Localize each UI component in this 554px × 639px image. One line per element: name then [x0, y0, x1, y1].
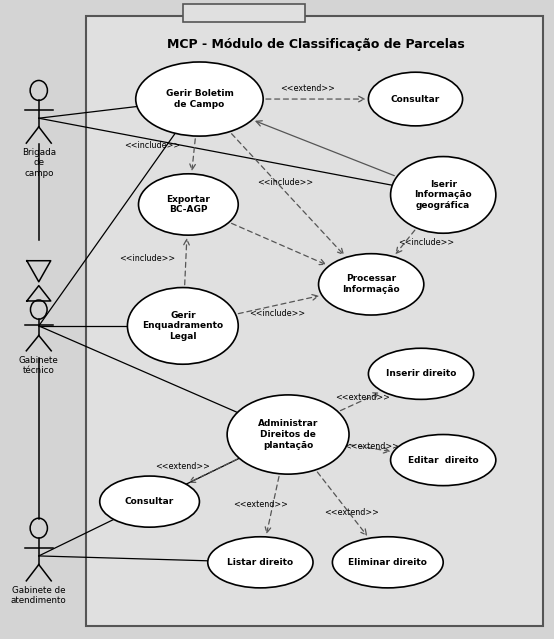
Text: Inserir direito: Inserir direito	[386, 369, 456, 378]
Text: Consultar: Consultar	[391, 95, 440, 104]
Text: Gabinete de
atendimento: Gabinete de atendimento	[11, 585, 66, 605]
Ellipse shape	[138, 174, 238, 235]
Text: Listar direito: Listar direito	[227, 558, 294, 567]
Text: Gerir Boletim
de Campo: Gerir Boletim de Campo	[166, 89, 233, 109]
Text: Administrar
Direitos de
plantação: Administrar Direitos de plantação	[258, 419, 318, 450]
Text: Eliminar direito: Eliminar direito	[348, 558, 427, 567]
Ellipse shape	[368, 72, 463, 126]
Text: Iserir
Informação
geográfica: Iserir Informação geográfica	[414, 180, 472, 210]
Text: <<extend>>: <<extend>>	[233, 500, 288, 509]
Text: <<include>>: <<include>>	[257, 178, 314, 187]
Text: Consultar: Consultar	[125, 497, 174, 506]
Text: <<extend>>: <<extend>>	[280, 84, 335, 93]
Text: <<include>>: <<include>>	[398, 238, 455, 247]
Text: Gabinete
técnico: Gabinete técnico	[19, 355, 59, 375]
Ellipse shape	[208, 537, 313, 588]
Text: <<include>>: <<include>>	[249, 309, 305, 318]
Text: <<extend>>: <<extend>>	[324, 508, 379, 517]
Text: <<extend>>: <<extend>>	[155, 462, 211, 471]
Text: Processar
Informação: Processar Informação	[342, 275, 400, 294]
Text: <<extend>>: <<extend>>	[343, 442, 399, 450]
Ellipse shape	[391, 435, 496, 486]
Ellipse shape	[391, 157, 496, 233]
Text: Exportar
BC-AGP: Exportar BC-AGP	[166, 195, 211, 214]
Ellipse shape	[136, 62, 263, 136]
Ellipse shape	[100, 476, 199, 527]
Text: MCP - Módulo de Classificação de Parcelas: MCP - Módulo de Classificação de Parcela…	[167, 38, 465, 51]
Ellipse shape	[127, 288, 238, 364]
Text: <<include>>: <<include>>	[124, 141, 181, 150]
Text: Brigada
de
campo: Brigada de campo	[22, 148, 56, 178]
Ellipse shape	[319, 254, 424, 315]
Text: <<extend>>: <<extend>>	[335, 393, 391, 402]
Text: Editar  direito: Editar direito	[408, 456, 479, 465]
Bar	[86, 16, 543, 626]
Ellipse shape	[227, 395, 349, 474]
Bar	[183, 4, 305, 22]
Text: <<include>>: <<include>>	[119, 254, 175, 263]
Ellipse shape	[368, 348, 474, 399]
Ellipse shape	[332, 537, 443, 588]
Text: Gerir
Enquadramento
Legal: Gerir Enquadramento Legal	[142, 311, 223, 341]
